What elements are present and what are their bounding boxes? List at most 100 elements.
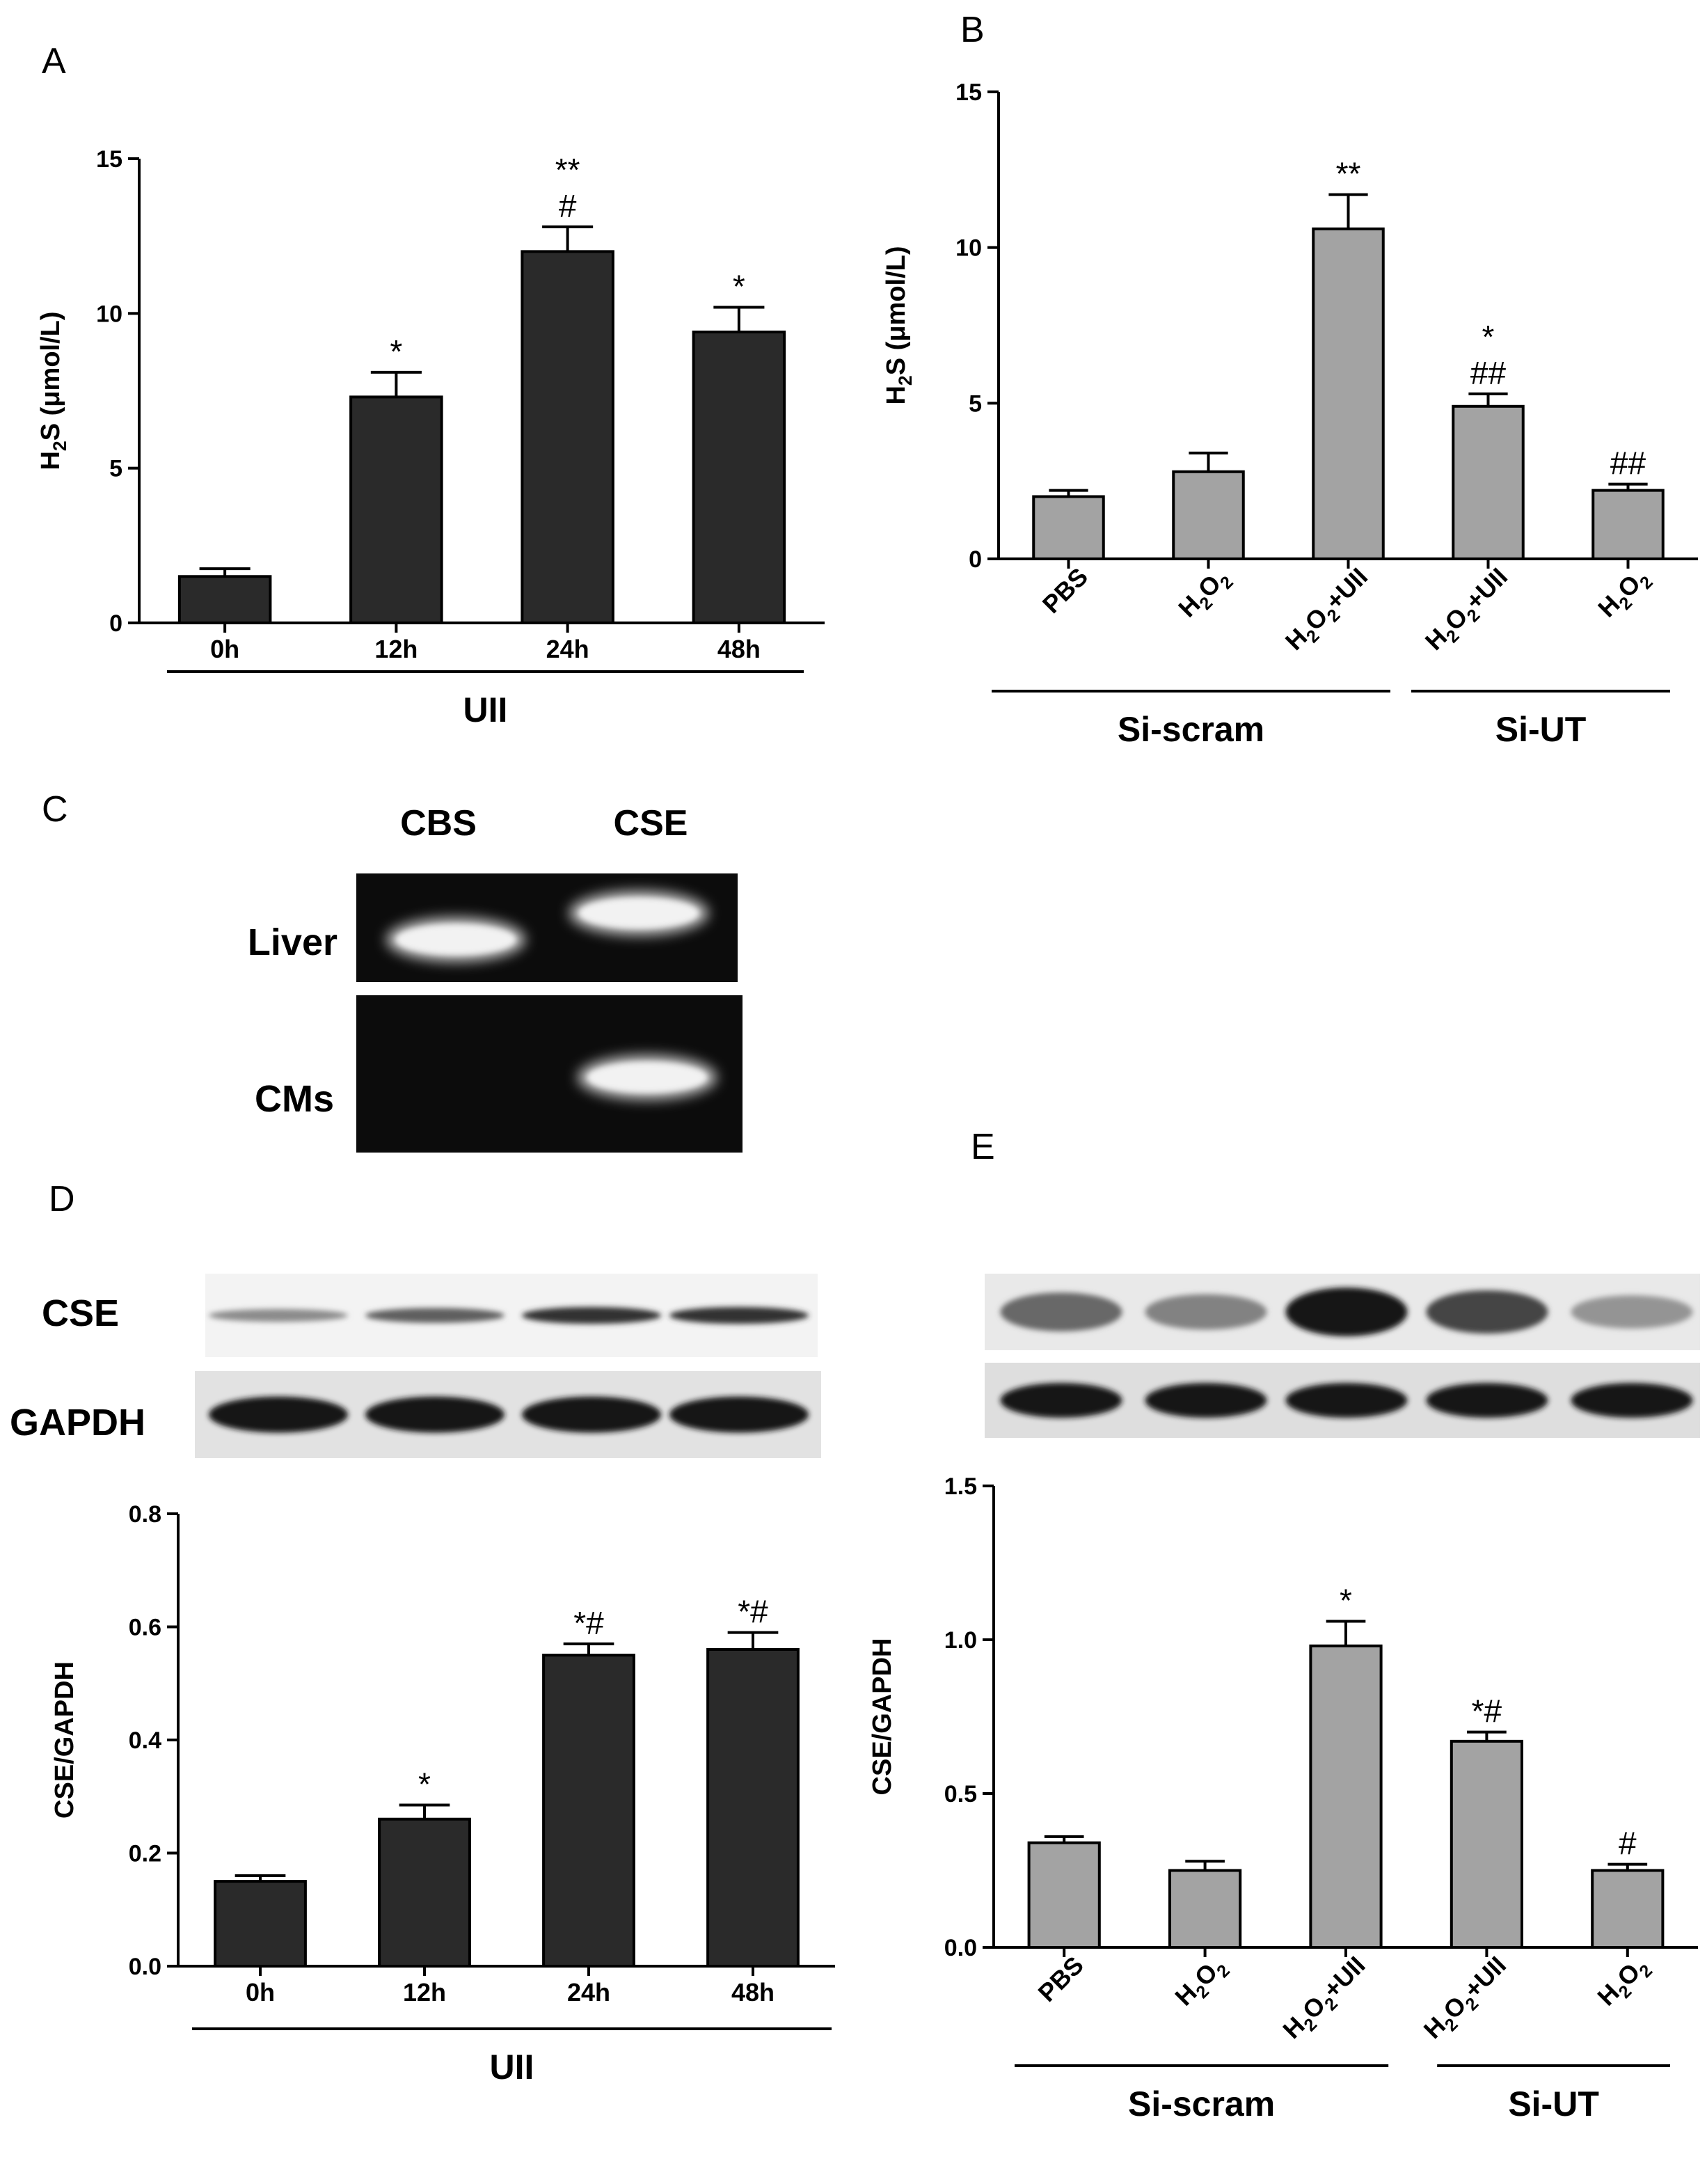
significance-marker: * (390, 333, 402, 370)
blot-band (365, 1396, 505, 1433)
bar (521, 250, 614, 624)
bar (1309, 1644, 1383, 1949)
x-category-label: 24h (567, 1978, 610, 2007)
panel-e: E 0.0 0.5 1.0 1.5 CSE/GAPDH PBS H2O2 H2O2+UII * H… (868, 1127, 1700, 2123)
y-tick-label: 0.2 (129, 1841, 161, 1867)
label-text: S (μmol/L) (36, 311, 65, 441)
bar (1032, 495, 1105, 560)
bar (1168, 1869, 1242, 1949)
blot-d-label-gapdh: GAPDH (10, 1402, 145, 1443)
blot-band (1000, 1383, 1122, 1418)
group-label: Si-scram (1118, 710, 1264, 749)
group-label: Si-scram (1128, 2084, 1275, 2123)
bar (378, 1817, 471, 1968)
bar (1591, 489, 1665, 560)
x-category-label: H2O2 (1173, 562, 1237, 627)
gel-band (396, 924, 516, 955)
blot-band (1145, 1383, 1267, 1418)
significance-marker: * (1340, 1582, 1352, 1618)
group-label: Si-UT (1495, 710, 1587, 749)
bar (542, 1654, 635, 1968)
label-subscript: 2 (49, 441, 70, 451)
x-category-label: H2O2 (1169, 1951, 1234, 2016)
x-category-label: H2O2+UII (1420, 562, 1517, 660)
y-tick-label: 0 (109, 610, 122, 637)
blot-band (1285, 1383, 1408, 1418)
x-category-label: 24h (546, 635, 589, 663)
panel-d-letter: D (49, 1179, 75, 1219)
gel-column-label-cbs: CBS (400, 803, 477, 844)
blot-band (522, 1396, 661, 1433)
bar (177, 575, 272, 624)
blot-band (1285, 1288, 1408, 1336)
y-tick-label: 0.6 (129, 1615, 161, 1641)
significance-marker: *# (1472, 1693, 1502, 1730)
y-tick-label: 0.4 (129, 1727, 161, 1754)
bar (214, 1880, 307, 1968)
y-tick-label: 5 (969, 390, 982, 417)
x-category-label: 0h (246, 1978, 275, 2007)
label-text: PBS (1037, 562, 1093, 619)
label-text: PBS (1033, 1951, 1089, 2007)
y-tick-label: 10 (955, 235, 982, 262)
y-tick-label: 0.8 (129, 1501, 161, 1528)
significance-marker: * (418, 1766, 431, 1802)
blot-band (1426, 1290, 1548, 1334)
significance-marker: ## (1610, 445, 1646, 482)
y-tick-label: 10 (96, 301, 122, 327)
significance-marker: *# (573, 1605, 604, 1641)
y-tick-label: 0.0 (129, 1954, 161, 1980)
bar (1450, 1739, 1524, 1949)
group-label: UII (463, 690, 508, 729)
blot-e-image (985, 1274, 1700, 1438)
significance-marker: ** (555, 152, 580, 188)
x-category-label: 12h (374, 635, 418, 663)
blot-band (1145, 1294, 1267, 1330)
x-category-label: H2O2 (1592, 562, 1657, 627)
blot-band (1571, 1383, 1693, 1418)
gel-image (356, 873, 743, 1153)
significance-marker: * (1482, 319, 1495, 355)
x-category-label: H2O2+UII (1280, 562, 1377, 660)
blot-d-image (195, 1274, 821, 1458)
blot-d-label-cse: CSE (42, 1292, 119, 1334)
label-text: H (882, 386, 911, 404)
blot-band (209, 1308, 348, 1322)
x-category-label: H2O2+UII (1418, 1951, 1516, 2048)
x-category-label: H2O2+UII (1277, 1951, 1374, 2048)
panel-e-letter: E (971, 1127, 995, 1167)
gel-row-label-liver: Liver (248, 921, 338, 963)
significance-marker: # (559, 188, 577, 224)
panel-b: B 0 5 10 15 H2S (μmol/L) PBS H2O2 H2O2+UII ** H2O… (882, 10, 1698, 749)
gel-band (587, 1062, 707, 1093)
y-tick-label: 15 (955, 79, 982, 106)
significance-marker: *# (738, 1594, 768, 1630)
label-text: CSE/GAPDH (50, 1661, 79, 1819)
blot-band (522, 1306, 661, 1324)
significance-marker: ** (1336, 156, 1361, 192)
bar (1027, 1841, 1101, 1949)
panel-c: C CBS CSE Liver CMs (42, 789, 743, 1153)
blot-band (669, 1306, 809, 1324)
group-label: Si-UT (1508, 2084, 1599, 2123)
panel-a: A 0 5 10 15 H2S (μmol/L) 0h 12h * 24h #** 48h * UII (36, 41, 825, 729)
panel-a-letter: A (42, 41, 66, 81)
y-tick-label: 0.5 (944, 1781, 977, 1807)
blot-band (1571, 1295, 1693, 1329)
y-tick-label: 1.5 (944, 1473, 977, 1500)
y-tick-label: 0.0 (944, 1935, 977, 1961)
significance-marker: * (733, 268, 745, 304)
label-subscript: 2 (895, 375, 916, 386)
blot-band (669, 1396, 809, 1433)
x-category-label: PBS (1033, 1951, 1089, 2007)
gel-column-label-cse: CSE (614, 803, 688, 844)
label-text: S (μmol/L) (882, 246, 911, 375)
bar (1172, 470, 1245, 560)
panel-d: D CSE GAPDH 0.0 0.2 0.4 0.6 0.8 CSE/GAPDH 0h 12… (10, 1179, 835, 2087)
x-category-label: PBS (1037, 562, 1093, 619)
blot-band (1426, 1383, 1548, 1418)
y-tick-label: 1.0 (944, 1627, 977, 1654)
x-category-label: H2O2 (1591, 1951, 1656, 2016)
x-category-label: 48h (717, 635, 761, 663)
